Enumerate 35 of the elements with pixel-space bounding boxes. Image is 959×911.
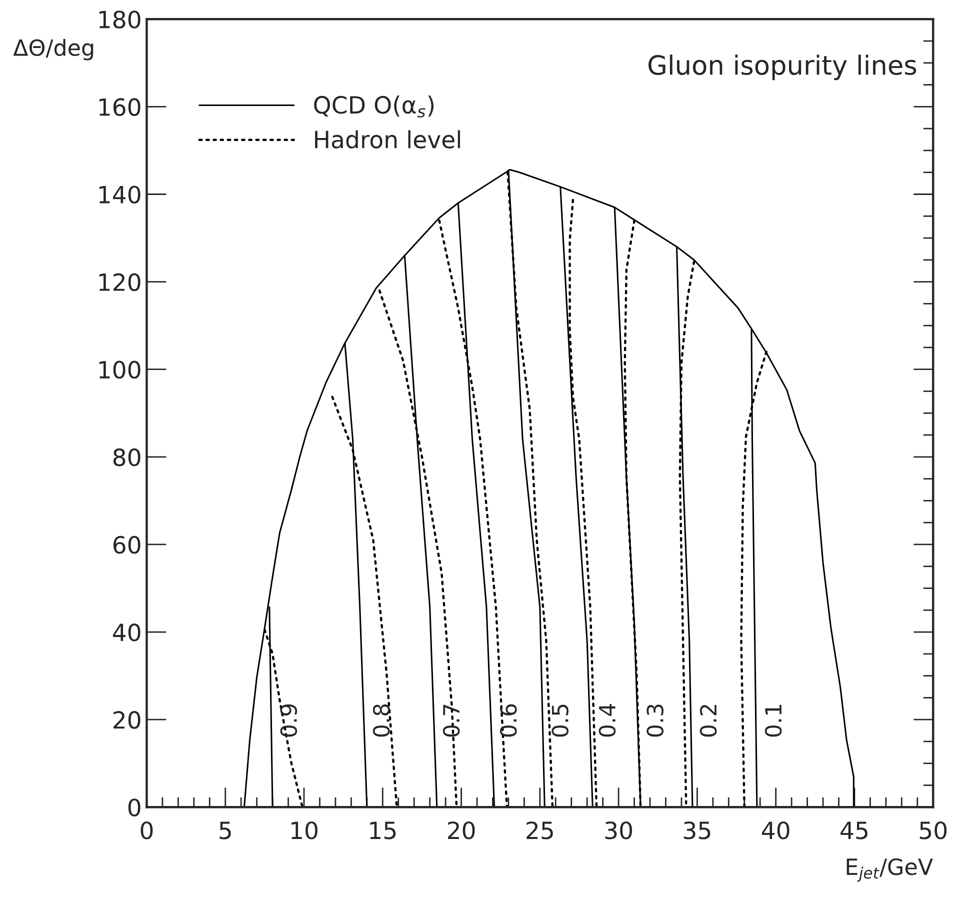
x-tick-label: 35 [684,821,710,840]
x-tick-label: 40 [762,821,790,840]
y-tick-label: 80 [113,448,140,466]
y-tick-label: 20 [114,711,140,729]
y-tick-label: 160 [99,98,140,116]
y-tick-label: 0 [128,798,140,816]
y-tick-label: 120 [99,273,140,292]
annotation: 0.9 [280,704,298,737]
x-tick-label: 10 [292,821,318,840]
annotation: 0.8 [372,704,390,737]
legend-label: QCD O(α$_{s}$) [314,96,434,118]
y-axis-title: ΔΘ/deg [13,38,94,60]
x-tick-label: 0 [140,821,153,840]
text: Gluon isopurity lines [648,54,916,80]
x-tick-label: 45 [840,822,868,840]
x-tick-label: 15 [370,822,396,840]
y-tick-label: 140 [99,186,140,204]
y-tick-label: 180 [99,10,140,28]
annotation: 0.7 [442,704,460,737]
x-tick-label: 20 [448,821,475,840]
annotation: 0.5 [552,704,568,737]
annotation: 0.1 [764,704,782,737]
annotation: 0.3 [646,704,664,737]
x-tick-label: 30 [605,821,632,840]
x-tick-label: 5 [220,822,231,840]
y-tick-label: 100 [99,360,140,379]
y-tick-label: 40 [112,623,140,642]
x-tick-label: 50 [920,821,947,840]
annotation: 0.6 [500,704,517,737]
legend-label: Hadron level [315,130,460,148]
annotation: 0.2 [700,705,717,737]
x-axis-title: E$_{jet}$/GeV [846,858,933,882]
y-tick-label: 60 [113,536,140,554]
annotation: 0.4 [598,704,616,737]
x-tick-label: 25 [526,821,553,840]
